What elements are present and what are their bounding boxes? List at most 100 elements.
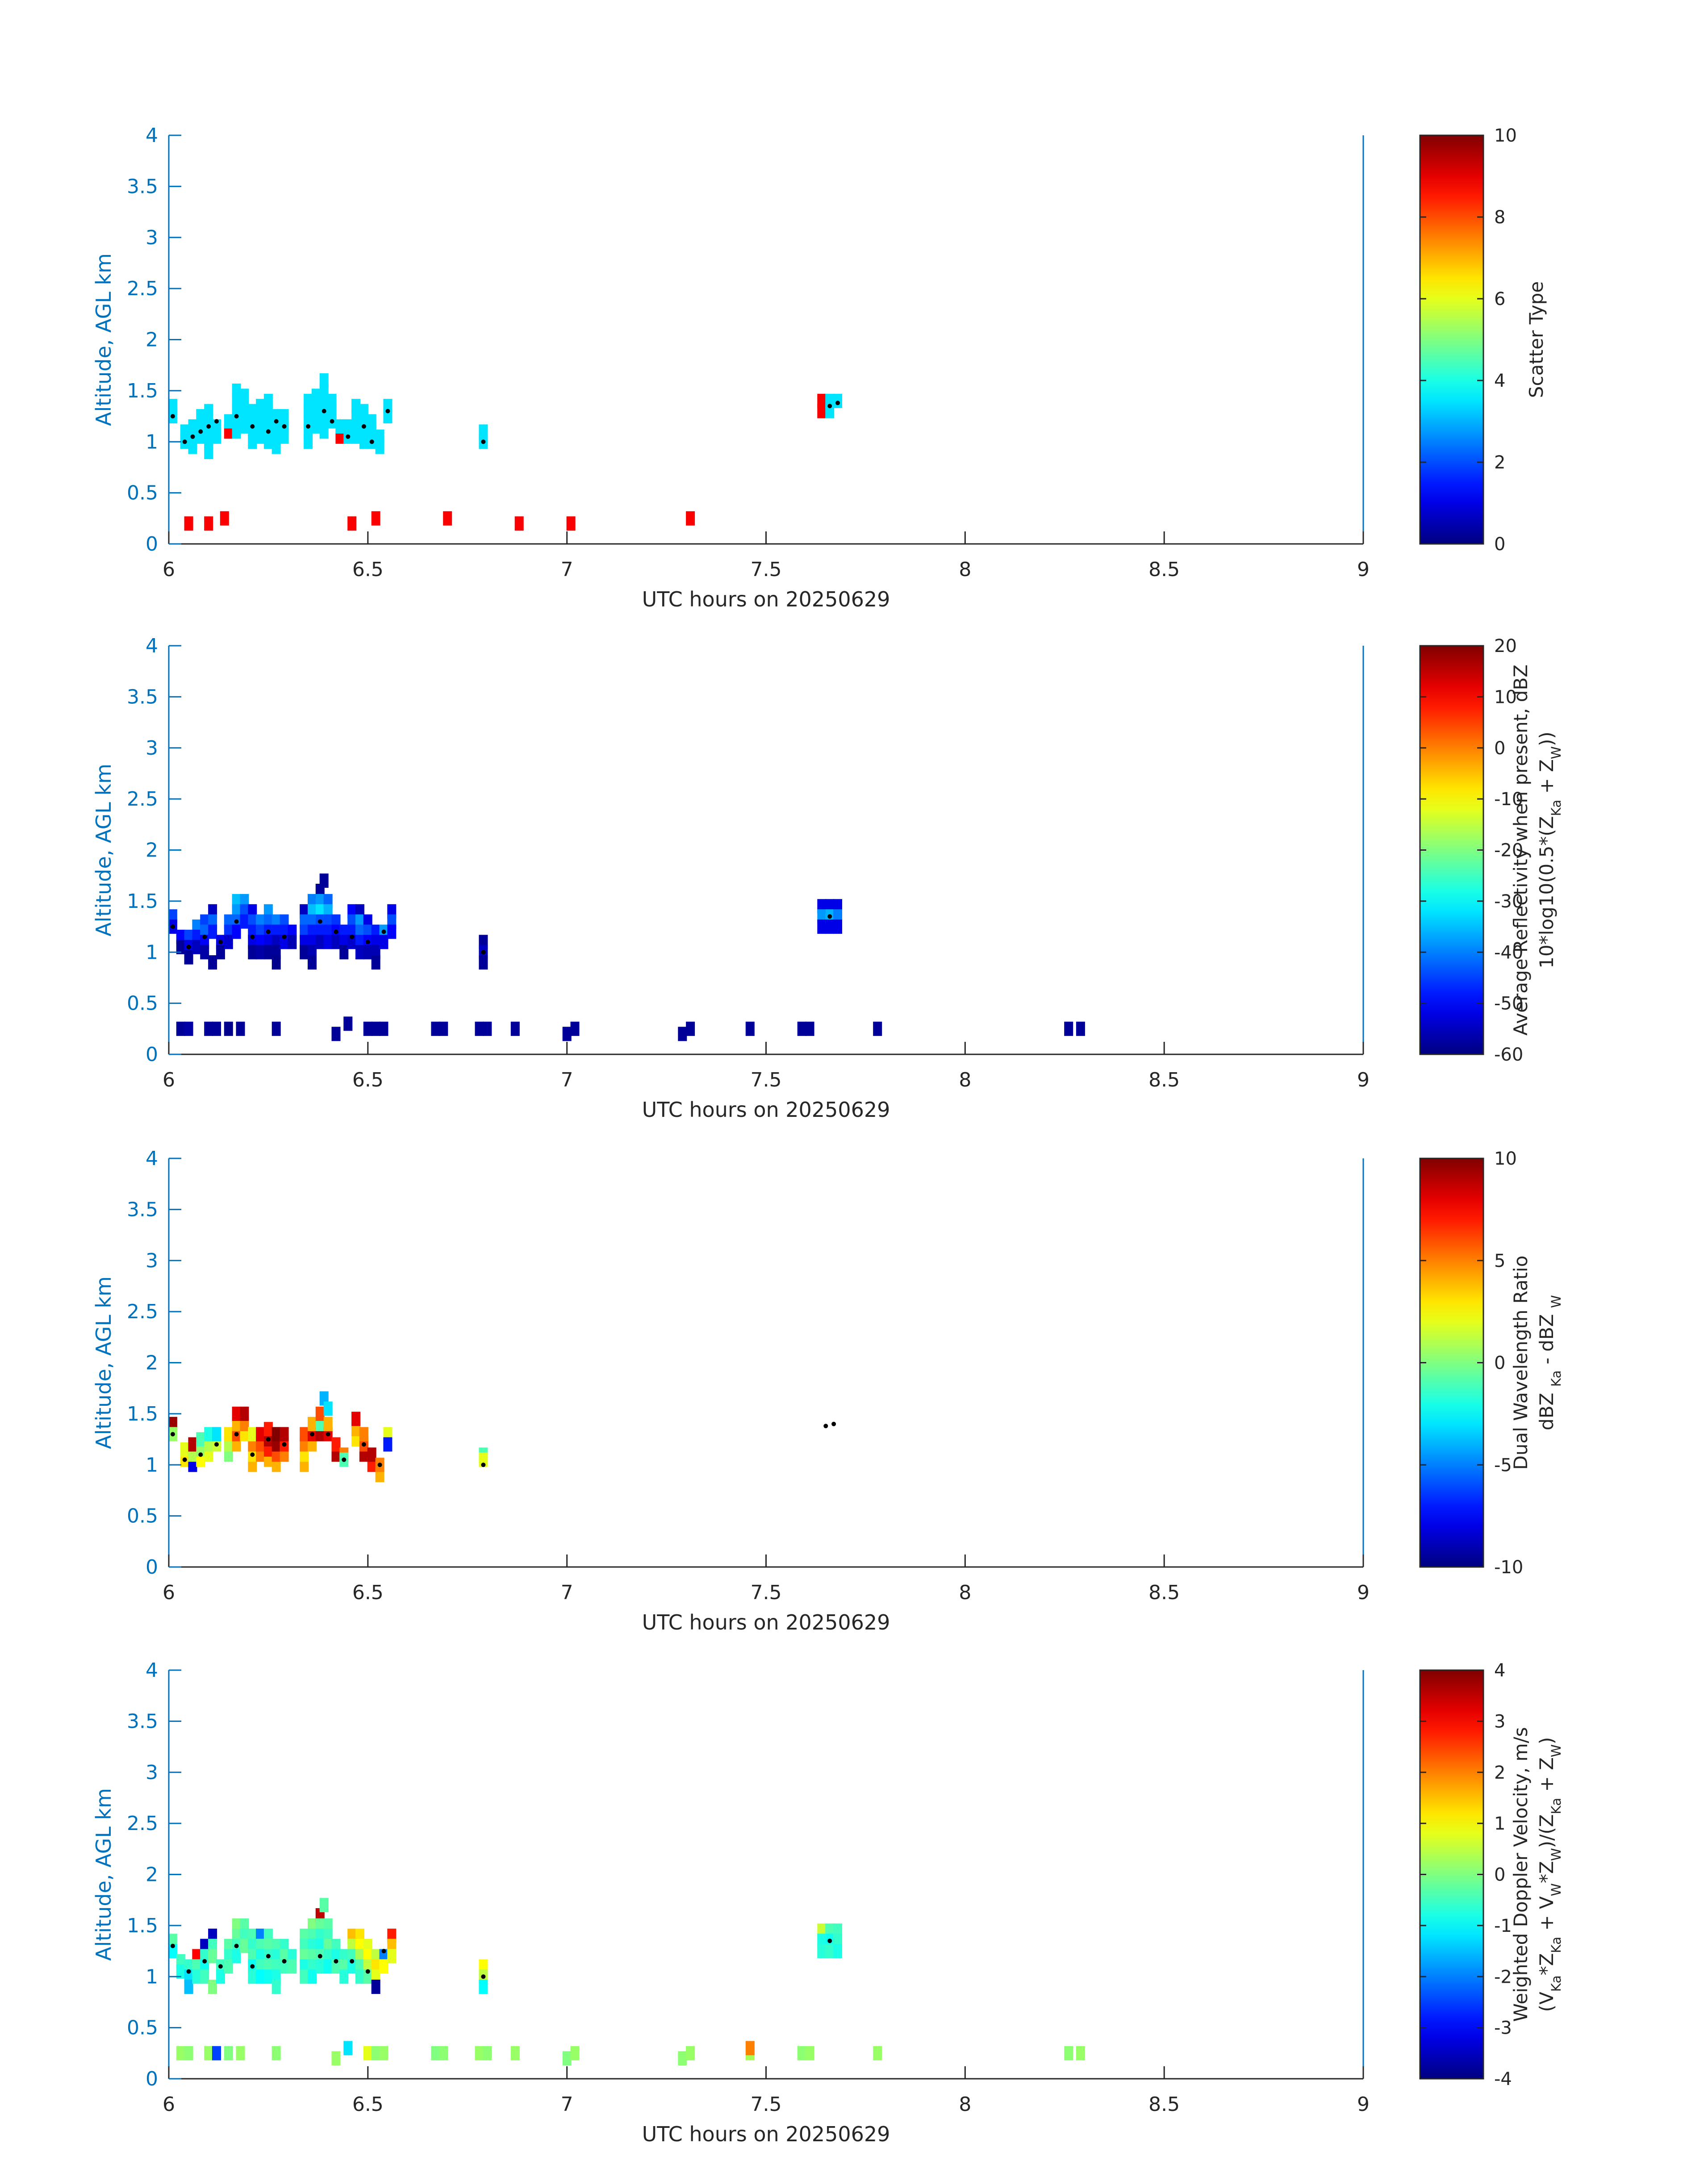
x-tick-label: 6 xyxy=(163,1069,175,1091)
x-ticks: 6 6.5 7 7.5 8 8.5 9 xyxy=(163,2066,1370,2116)
data-cell xyxy=(745,2041,755,2056)
data-cell xyxy=(240,1406,249,1421)
data-cell xyxy=(271,955,281,970)
y-tick-label: 2 xyxy=(146,839,158,862)
data-cell xyxy=(387,1949,397,1964)
data-cell xyxy=(288,1959,297,1974)
colorbar-label: (VKa*ZKa + VW*ZW)/(ZKa + ZW) xyxy=(1536,1737,1564,2012)
data-cell xyxy=(208,955,217,970)
data-cell xyxy=(308,1417,317,1431)
colorbar-tick-label: -30 xyxy=(1494,891,1523,912)
data-cell xyxy=(224,1427,233,1442)
y-tick-label: 3.5 xyxy=(127,175,158,198)
data-cell xyxy=(379,1021,388,1036)
marker-dot xyxy=(481,1462,486,1467)
data-cell xyxy=(208,924,217,939)
data-cell xyxy=(514,516,524,531)
marker-dot xyxy=(274,419,279,424)
marker-dot xyxy=(342,1457,347,1462)
data-cell xyxy=(196,409,205,424)
data-cell xyxy=(833,1944,842,1959)
marker-dot xyxy=(214,1442,219,1447)
data-cells xyxy=(168,373,842,531)
marker-dots xyxy=(170,914,832,955)
marker-dot xyxy=(361,424,366,429)
data-cells xyxy=(168,873,1085,1041)
colorbar-tick-label: 5 xyxy=(1494,1251,1505,1271)
data-cell xyxy=(224,1959,233,1974)
marker-dots xyxy=(170,1939,832,1979)
data-cell xyxy=(510,2046,520,2060)
data-cell xyxy=(873,2046,882,2060)
colorbar-gradient xyxy=(1419,1157,1484,1568)
colorbar-tick-label: -40 xyxy=(1494,942,1523,963)
data-cell xyxy=(363,1021,372,1036)
colorbar-label: Dual Wavelength Ratio xyxy=(1510,1255,1532,1470)
y-tick-label: 3.5 xyxy=(127,1710,158,1733)
chart-panel-2: 6 6.5 7 7.5 8 8.5 9 0 0.5 1 1.5 2 2.5 3 3.5 4 UTC hours … xyxy=(92,635,1564,1122)
colorbar: -60 -50 -40 -30 -20 -10 0 10 20 Average Reflectiv… xyxy=(1419,636,1564,1065)
data-cell xyxy=(331,935,341,949)
data-cell xyxy=(256,1969,265,1984)
marker-dot xyxy=(170,414,175,419)
x-tick-label: 8.5 xyxy=(1148,1581,1180,1604)
x-tick-label: 9 xyxy=(1357,558,1370,581)
data-cell xyxy=(184,950,193,965)
data-cell xyxy=(240,1939,249,1953)
colorbar: -4 -3 -2 -1 0 1 2 3 4 Weighted Doppler Velocity, … xyxy=(1419,1660,1564,2089)
y-tick-label: 3 xyxy=(146,1249,158,1272)
colorbar-tick-label: 3 xyxy=(1494,1711,1505,1732)
data-cell xyxy=(1064,1021,1073,1036)
data-cell xyxy=(570,1021,580,1036)
marker-dot xyxy=(827,404,832,409)
marker-dot xyxy=(381,929,386,934)
data-cell xyxy=(308,955,317,970)
colorbar-label: Average Reflectivity when present, dBZ xyxy=(1510,664,1532,1036)
data-cell xyxy=(216,945,225,960)
data-cell xyxy=(347,1959,357,1974)
data-cell xyxy=(300,945,309,960)
data-cell xyxy=(315,1959,325,1974)
data-cell xyxy=(351,399,361,414)
data-cell xyxy=(232,383,241,398)
x-tick-label: 7.5 xyxy=(751,2093,782,2116)
data-cell xyxy=(216,1969,225,1984)
data-cell xyxy=(232,1949,241,1964)
data-cell xyxy=(263,945,273,960)
marker-dot xyxy=(282,934,287,939)
data-cell xyxy=(236,1021,245,1036)
colorbar-tick-label: 2 xyxy=(1494,452,1505,473)
data-cell xyxy=(263,1969,273,1984)
x-ticks: 6 6.5 7 7.5 8 8.5 9 xyxy=(163,1042,1370,1091)
data-cell xyxy=(339,945,349,960)
data-cell xyxy=(686,2046,695,2060)
y-tick-label: 4 xyxy=(146,124,158,147)
x-tick-label: 7 xyxy=(561,2093,573,2116)
y-ticks: 0 0.5 1 1.5 2 2.5 3 3.5 4 xyxy=(127,1659,181,2090)
data-cell xyxy=(204,404,213,418)
data-cell xyxy=(232,1406,241,1421)
x-tick-label: 8 xyxy=(959,558,971,581)
marker-dot xyxy=(266,929,271,934)
marker-dot xyxy=(385,409,390,414)
y-ticks: 0 0.5 1 1.5 2 2.5 3 3.5 4 xyxy=(127,635,181,1066)
marker-dot xyxy=(317,1954,322,1959)
colorbar-tick-label: 0 xyxy=(1494,1865,1505,1885)
data-cell xyxy=(443,511,452,526)
data-cell xyxy=(833,919,842,934)
data-cell xyxy=(280,1427,289,1442)
x-tick-label: 8.5 xyxy=(1148,558,1180,581)
data-cell xyxy=(371,955,380,970)
data-cell xyxy=(204,516,213,531)
marker-dot xyxy=(334,1959,338,1964)
data-cell xyxy=(431,1021,440,1036)
y-tick-label: 4 xyxy=(146,1147,158,1170)
data-cell xyxy=(331,1959,341,1974)
marker-dot xyxy=(234,414,239,419)
y-tick-label: 0 xyxy=(146,1556,158,1579)
data-cell xyxy=(319,373,329,388)
marker-dot xyxy=(381,1949,386,1954)
data-cell xyxy=(686,1021,695,1036)
data-cell xyxy=(439,2046,448,2060)
